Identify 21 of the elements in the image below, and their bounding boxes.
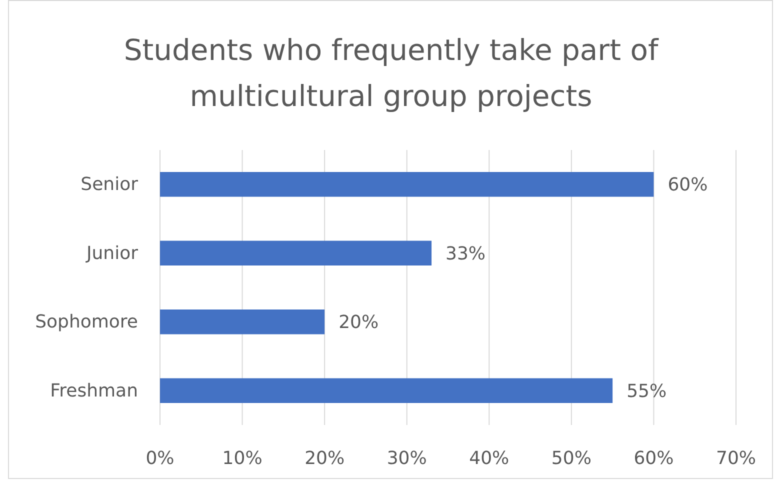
bar <box>160 378 613 403</box>
data-label: 20% <box>338 312 379 334</box>
data-label: 60% <box>668 174 708 196</box>
x-tick-label: 60% <box>634 448 674 469</box>
chart-title: Students who frequently take part of multicultural group projects <box>124 33 659 113</box>
x-tick-label: 10% <box>222 448 262 469</box>
bar <box>160 172 654 197</box>
data-label: 33% <box>446 243 486 264</box>
x-tick-label: 50% <box>551 448 592 469</box>
y-tick-label: Sophomore <box>35 312 138 333</box>
x-tick-label: 0% <box>146 448 174 469</box>
x-tick-label: 40% <box>469 448 510 469</box>
x-tick-label: 70% <box>716 448 756 469</box>
y-tick-label: Senior <box>80 174 139 196</box>
data-label: 55% <box>626 380 667 402</box>
y-tick-label: Junior <box>85 242 139 264</box>
bar <box>160 310 325 334</box>
x-tick-label: 20% <box>304 448 345 469</box>
x-tick-label: 30% <box>386 448 427 469</box>
bar <box>160 240 432 266</box>
y-tick-label: Freshman <box>50 380 138 402</box>
